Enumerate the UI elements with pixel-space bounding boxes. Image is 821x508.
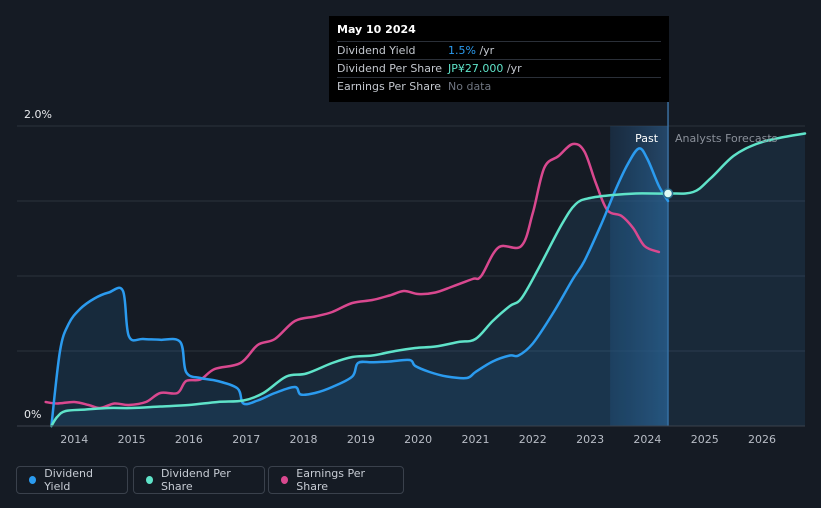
legend-dividend-yield[interactable]: Dividend Yield [16,466,128,494]
x-tick-label: 2016 [175,433,203,446]
x-tick-label: 2020 [404,433,432,446]
past-label: Past [635,132,659,145]
tooltip-row-dividend-per-share: Dividend Per Share JP¥27.000 /yr [337,59,661,77]
x-tick-label: 2022 [519,433,547,446]
legend-label: Earnings Per Share [296,467,366,493]
legend-dividend-per-share[interactable]: Dividend Per Share [133,466,265,494]
x-tick-label: 2014 [60,433,88,446]
tooltip-row-dividend-yield: Dividend Yield 1.5% /yr [337,41,661,59]
legend-label: Dividend Yield [44,467,94,493]
series-areas [51,133,806,426]
y-tick-label: 0% [24,408,41,421]
tooltip-value: 1.5% /yr [448,44,495,57]
past-region-band [610,126,669,426]
past-region [610,102,669,426]
tooltip: May 10 2024 Dividend Yield 1.5% /yr Divi… [329,16,669,102]
tooltip-label: Dividend Per Share [337,62,443,75]
x-tick-label: 2026 [748,433,776,446]
x-tick-label: 2018 [290,433,318,446]
x-tick-label: 2024 [633,433,661,446]
dividend-yield-line [50,147,670,428]
tooltip-value: JP¥27.000 /yr [448,62,522,75]
chart-axes: 2014 2015 2016 2017 2018 2019 2020 2021 2022 2023… [17,425,805,446]
y-tick-label: 2.0% [24,108,52,121]
x-tick-label: 2015 [118,433,146,446]
tooltip-marker [662,188,674,199]
x-tick-label: 2023 [576,433,604,446]
legend-dot [146,476,153,484]
tooltip-date: May 10 2024 [337,23,416,36]
chart-gridlines [17,125,805,352]
x-tick-label: 2019 [347,433,375,446]
forecast-label: Analysts Forecasts [675,132,778,145]
tooltip-label: Dividend Yield [337,44,416,57]
x-tick-label: 2025 [691,433,719,446]
x-tick-label: 2021 [461,433,489,446]
legend-dot [29,476,37,484]
dividend-per-share-area [51,133,806,426]
earnings-per-share-line [44,142,661,410]
legend-dot [281,476,289,484]
legend-label: Dividend Per Share [160,467,231,493]
tooltip-label: Earnings Per Share [337,80,442,93]
chart-labels: 2.0% 0% Past Analysts Forecasts [24,108,778,421]
x-tick-label: 2017 [232,433,260,446]
tooltip-value: No data [448,80,492,93]
legend-earnings-per-share[interactable]: Earnings Per Share [268,466,404,494]
series-lines [44,132,807,428]
tooltip-row-earnings-per-share: Earnings Per Share No data [337,77,661,95]
